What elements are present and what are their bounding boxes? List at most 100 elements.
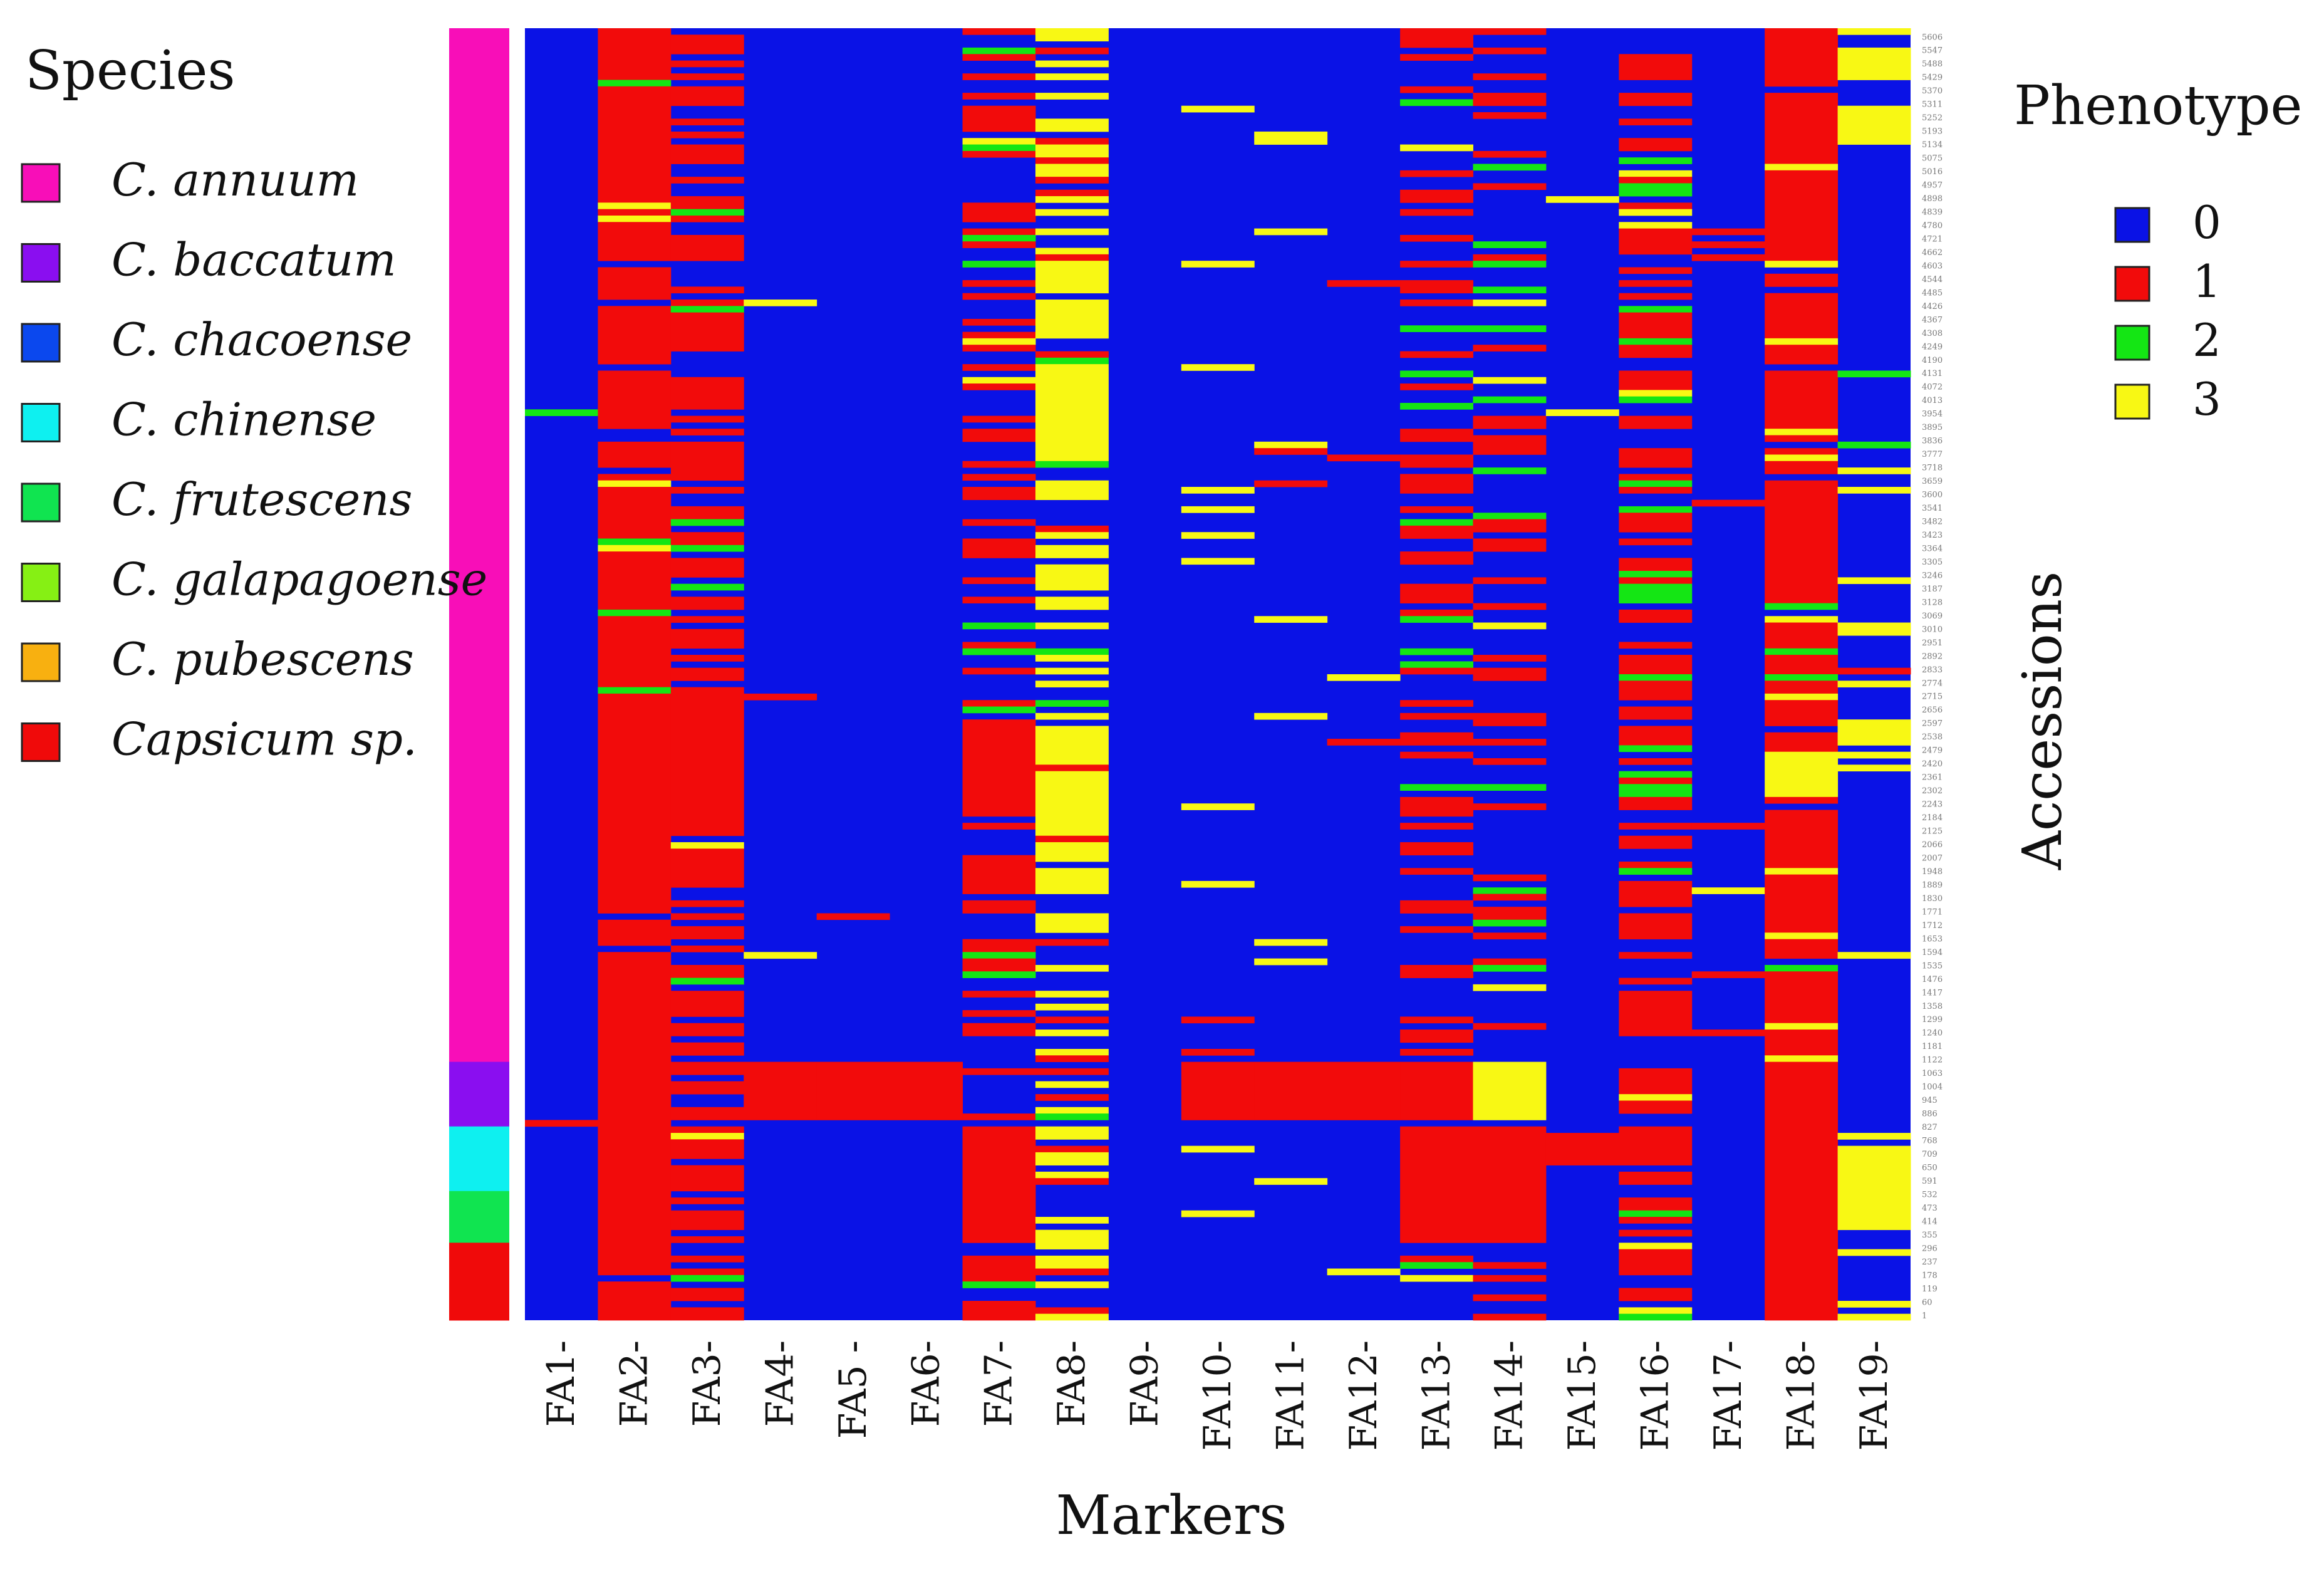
heatmap-cell: [962, 105, 1036, 132]
heatmap-cell: [962, 971, 1036, 978]
heatmap-cell: [1473, 803, 1547, 810]
heatmap-cell: [1765, 1055, 1839, 1062]
heatmap-cell: [1619, 228, 1693, 255]
heatmap-cell: [670, 209, 744, 216]
species-legend-label: Capsicum sp.: [112, 713, 417, 766]
heatmap-cell: [1254, 1178, 1328, 1185]
heatmap-cell: [1035, 532, 1109, 539]
accession-label: 1712: [1922, 921, 1943, 930]
heatmap-cell: [1035, 771, 1109, 837]
heatmap-cell: [1765, 93, 1839, 164]
heatmap-cell: [1035, 1081, 1109, 1088]
heatmap-cell: [1473, 603, 1547, 610]
heatmap-cell: [1400, 842, 1473, 856]
heatmap-cell: [1619, 977, 1693, 985]
heatmap-cell: [1400, 519, 1473, 526]
species-legend-swatch: [21, 563, 61, 602]
heatmap-cell: [670, 60, 744, 68]
heatmap-cell: [670, 118, 744, 126]
heatmap-cell: [1619, 448, 1693, 468]
heatmap-cell: [1035, 60, 1109, 68]
heatmap-column: [816, 913, 890, 1120]
heatmap-cell: [1619, 1307, 1693, 1315]
accession-label: 5193: [1922, 127, 1943, 137]
heatmap-cell: [962, 1126, 1036, 1243]
heatmap-cell: [670, 1288, 744, 1301]
accession-label: 60: [1922, 1298, 1932, 1307]
phenotype-legend-label: 2: [2192, 314, 2221, 367]
heatmap-cell: [1837, 622, 1911, 636]
heatmap-column: [744, 300, 817, 1120]
heatmap-cell: [1400, 868, 1473, 875]
heatmap-cell: [1327, 1268, 1401, 1276]
heatmap-cell: [1035, 868, 1109, 894]
heatmap-cell: [670, 415, 744, 423]
heatmap-cell: [744, 1061, 817, 1120]
heatmap-cell: [1619, 1171, 1693, 1185]
heatmap-cell: [1837, 1145, 1911, 1231]
heatmap-cell: [1473, 932, 1547, 940]
heatmap-cell: [1400, 926, 1473, 933]
species-legend-swatch: [21, 482, 61, 523]
heatmap-cell: [1035, 157, 1109, 164]
heatmap-cell: [1035, 351, 1109, 358]
heatmap-cell: [1400, 86, 1473, 93]
heatmap-cell: [1765, 751, 1839, 798]
heatmap-cell: [1837, 370, 1911, 378]
heatmap-cell: [1619, 338, 1693, 345]
heatmap-cell: [670, 306, 744, 313]
heatmap-cell: [1619, 784, 1693, 798]
heatmap-cell: [1473, 241, 1547, 248]
heatmap-cell: [1035, 764, 1109, 772]
heatmap-column: [1254, 131, 1328, 1185]
accession-label: 2892: [1922, 652, 1943, 661]
heatmap-cell: [962, 538, 1036, 558]
heatmap-cell: [1035, 1313, 1109, 1321]
heatmap-cell: [1473, 93, 1547, 107]
heatmap-cell: [1619, 745, 1693, 753]
heatmap-cell: [670, 1165, 744, 1192]
heatmap-cell: [1035, 1217, 1109, 1224]
species-segment: [449, 1191, 509, 1243]
heatmap-cell: [1400, 667, 1473, 675]
heatmap-cell: [1765, 655, 1839, 675]
heatmap-cell: [1035, 300, 1109, 339]
accession-label: 1948: [1922, 867, 1943, 877]
heatmap-cell: [1765, 932, 1839, 940]
heatmap-cell: [1254, 228, 1328, 236]
heatmap-cell: [1619, 93, 1693, 107]
heatmap-cell: [1254, 1061, 1328, 1120]
accession-label: 2420: [1922, 759, 1943, 769]
heatmap-cell: [1837, 1301, 1911, 1308]
accession-label: 5252: [1922, 113, 1943, 123]
heatmap-cell: [1691, 1029, 1765, 1036]
heatmap-cell: [670, 1274, 744, 1282]
heatmap-cell: [1619, 796, 1693, 810]
species-segment: [449, 1061, 509, 1127]
heatmap-cell: [962, 345, 1036, 352]
heatmap-cell: [1619, 771, 1693, 778]
heatmap-cell: [1619, 655, 1693, 675]
heatmap-cell: [1765, 939, 1839, 959]
heatmap-cell: [1473, 784, 1547, 791]
heatmap-cell: [1035, 1068, 1109, 1075]
heatmap-cell: [1473, 1023, 1547, 1030]
heatmap-cell: [962, 280, 1036, 287]
heatmap-cell: [962, 461, 1036, 468]
phenotype-legend: Phenotype 0 1 2 3: [2014, 75, 2302, 425]
heatmap-cell: [1691, 499, 1765, 507]
species-legend-title: Species: [25, 39, 236, 102]
accession-label: 355: [1922, 1231, 1938, 1240]
heatmap-cell: [1035, 622, 1109, 630]
phenotype-legend-label: 0: [2192, 196, 2221, 249]
heatmap-cell: [670, 991, 744, 1017]
heatmap-cell: [1400, 661, 1473, 669]
heatmap-cell: [962, 429, 1036, 442]
heatmap-column: [1619, 54, 1693, 1321]
heatmap-cell: [962, 952, 1036, 959]
heatmap-cell: [1035, 1281, 1109, 1288]
accession-label: 178: [1922, 1271, 1938, 1280]
heatmap-cell: [1765, 338, 1839, 345]
heatmap-cell: [670, 687, 744, 837]
heatmap-cell: [1619, 706, 1693, 720]
